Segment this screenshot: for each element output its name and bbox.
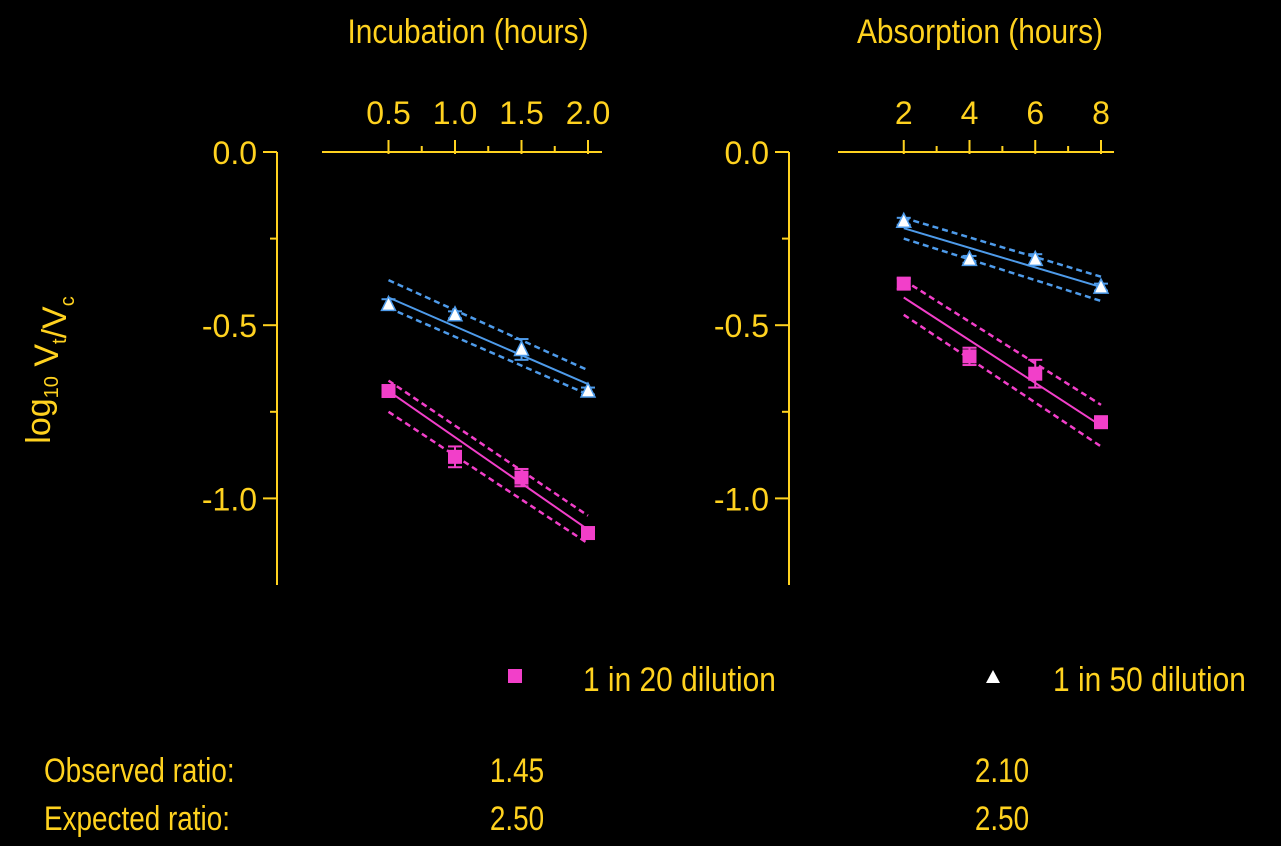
x-tick-label: 6 <box>1026 95 1044 131</box>
fit-line <box>388 296 589 386</box>
ci-lower-line <box>903 313 1102 448</box>
data-point-triangle <box>380 294 397 312</box>
data-point-square <box>514 470 529 485</box>
x-tick-label: 4 <box>961 95 979 131</box>
y-tick-label: -1.0 <box>202 481 257 517</box>
ci-upper-line <box>903 216 1102 278</box>
chart-title: Absorption (hours) <box>857 12 1103 50</box>
y-axis-label: log10 Vt/Vc <box>20 296 79 443</box>
observed-ratio-incubation: 1.45 <box>489 752 545 790</box>
y-tick-label: 0.0 <box>725 135 769 171</box>
legend-marker-square <box>508 669 522 683</box>
data-point-triangle <box>961 249 978 267</box>
data-point-square <box>1094 415 1108 430</box>
series-1-in-20 <box>896 276 1108 448</box>
ci-upper-line <box>387 379 589 517</box>
fit-line <box>903 227 1102 289</box>
data-point-square <box>896 276 911 291</box>
observed-ratio-absorption: 2.10 <box>974 752 1030 790</box>
data-point-triangle <box>513 339 530 357</box>
chart-absorption: Absorption (hours) 0.0 -0.5 -1.0 2 4 6 8 <box>714 12 1114 585</box>
data-point-square <box>581 526 595 541</box>
legend-marker-triangle <box>986 670 1000 683</box>
chart-incubation: Incubation (hours) 0.0 -0.5 -1.0 0.5 1.0 1.5 2.… <box>202 12 610 585</box>
x-tick-label: 2.0 <box>566 95 610 131</box>
legend: 1 in 20 dilution 1 in 50 dilution <box>508 660 1246 698</box>
ci-upper-line <box>903 279 1102 406</box>
x-tick-label: 1.5 <box>499 95 543 131</box>
data-point-triangle <box>895 211 912 229</box>
series-1-in-50 <box>895 211 1110 303</box>
y-axis-title: log10 Vt/Vc <box>20 296 79 443</box>
series-1-in-50 <box>380 279 597 398</box>
x-tick-label: 8 <box>1092 95 1110 131</box>
ci-lower-line <box>387 410 589 545</box>
fit-line <box>903 296 1102 427</box>
legend-label: 1 in 50 dilution <box>1053 660 1246 698</box>
data-point-square <box>1028 366 1043 381</box>
expected-ratio-incubation: 2.50 <box>489 800 545 838</box>
ci-lower-line <box>903 237 1102 303</box>
y-tick-label: -0.5 <box>714 308 769 344</box>
data-point-triangle <box>1027 249 1044 267</box>
data-point-square <box>448 449 462 464</box>
fit-line <box>387 390 589 531</box>
chart-title: Incubation (hours) <box>347 12 588 50</box>
data-point-square <box>962 349 977 364</box>
expected-ratio-absorption: 2.50 <box>974 800 1030 838</box>
legend-label: 1 in 20 dilution <box>583 660 776 698</box>
series-1-in-20 <box>381 379 595 545</box>
x-tick-label: 2 <box>895 95 913 131</box>
y-tick-label: -0.5 <box>202 308 257 344</box>
ci-upper-line <box>387 279 589 372</box>
data-point-triangle <box>446 305 464 322</box>
ci-lower-line <box>388 306 589 396</box>
y-tick-label: -1.0 <box>714 481 769 517</box>
data-point-triangle <box>1092 277 1110 294</box>
y-tick-label: 0.0 <box>213 135 257 171</box>
x-tick-label: 0.5 <box>366 95 410 131</box>
expected-ratio-label: Expected ratio: <box>44 800 230 838</box>
observed-ratio-label: Observed ratio: <box>44 752 235 790</box>
data-point-triangle <box>579 381 597 398</box>
data-point-square <box>381 384 396 399</box>
x-tick-label: 1.0 <box>433 95 477 131</box>
